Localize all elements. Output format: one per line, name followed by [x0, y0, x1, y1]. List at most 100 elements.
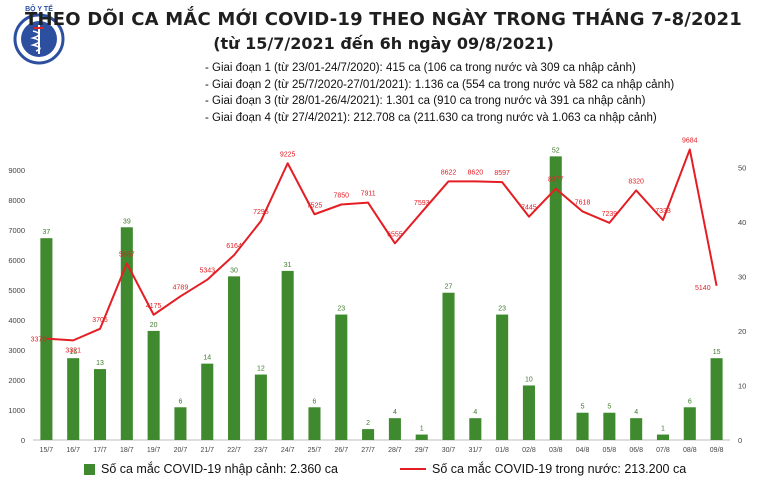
bar-label: 2 [366, 420, 370, 427]
bar-26/7 [335, 314, 348, 440]
bar-08/8 [683, 407, 696, 440]
bar-label: 13 [96, 360, 104, 367]
line-label: 7333 [655, 208, 671, 215]
line-label: 8377 [548, 177, 564, 184]
line-label: 7593 [414, 200, 430, 207]
legend-line-swatch [400, 468, 426, 470]
phase-line-4: - Giai đoạn 4 (từ 27/4/2021): 212.708 ca… [205, 111, 657, 124]
bar-02/8 [522, 385, 535, 440]
x-tick-label: 24/7 [281, 447, 295, 454]
left-axis-tick: 7000 [8, 226, 25, 235]
bar-label: 4 [393, 409, 397, 416]
left-axis-tick: 0 [21, 436, 25, 445]
x-tick-label: 06/8 [629, 447, 643, 454]
bar-label: 27 [445, 284, 453, 291]
line-label: 7295 [253, 209, 269, 216]
bar-label: 37 [43, 229, 51, 236]
x-tick-label: 08/8 [683, 447, 697, 454]
x-tick-label: 28/7 [388, 447, 402, 454]
line-label: 3705 [92, 317, 108, 324]
bar-29/7 [415, 434, 428, 440]
bar-label: 6 [313, 398, 317, 405]
bar-label: 30 [230, 267, 238, 274]
bar-label: 14 [203, 355, 211, 362]
line-label: 8320 [628, 178, 644, 185]
bar-22/7 [228, 276, 241, 440]
phase-line-1: - Giai đoạn 1 (từ 23/01-24/7/2020): 415 … [205, 62, 636, 74]
bar-label: 5 [581, 404, 585, 411]
bar-16/7 [67, 358, 80, 440]
legend-bars: Số ca mắc COVID-19 nhập cảnh: 2.360 ca [84, 462, 338, 476]
bar-19/7 [147, 330, 160, 440]
phase-line-3: - Giai đoạn 3 (từ 28/01-26/4/2021): 1.30… [205, 95, 646, 108]
x-tick-label: 03/8 [549, 447, 563, 454]
domestic-cases-line [46, 148, 718, 342]
bar-09/8 [710, 358, 723, 440]
bar-label: 6 [688, 398, 692, 405]
bar-03/8 [549, 156, 562, 440]
left-axis-tick: 8000 [8, 196, 25, 205]
line-label: 7445 [521, 205, 537, 212]
bar-label: 4 [634, 409, 638, 416]
phase-line-2: - Giai đoạn 2 (từ 25/7/2020-27/01/2021):… [205, 78, 675, 91]
x-tick-label: 26/7 [334, 447, 348, 454]
bar-30/7 [442, 292, 455, 440]
x-tick-label: 16/7 [66, 447, 80, 454]
legend-bar-swatch [84, 463, 95, 475]
right-axis-tick: 40 [738, 218, 746, 227]
x-tick-label: 02/8 [522, 447, 536, 454]
legend-line: Số ca mắc COVID-19 trong nước: 213.200 c… [400, 462, 686, 476]
line-label: 7850 [333, 193, 349, 200]
x-tick-label: 04/8 [576, 447, 590, 454]
line-label: 7618 [575, 199, 591, 206]
bar-25/7 [308, 407, 321, 440]
bar-label: 20 [150, 322, 158, 329]
right-axis-tick: 20 [738, 327, 746, 336]
right-axis-tick: 50 [738, 163, 746, 172]
bar-label: 23 [337, 306, 345, 313]
left-axis-tick: 9000 [8, 166, 25, 175]
right-axis-tick: 30 [738, 272, 746, 281]
line-label: 3379 [31, 337, 47, 344]
bar-label: 23 [498, 306, 506, 313]
bar-label: 1 [420, 426, 424, 433]
bar-27/7 [362, 429, 375, 440]
line-label: 6164 [226, 243, 242, 250]
bar-label: 6 [178, 398, 182, 405]
line-label: 5343 [199, 268, 215, 275]
chart-subtitle: (từ 15/7/2021 đến 6h ngày 09/8/2021) [213, 34, 554, 53]
bar-18/7 [120, 227, 133, 440]
x-tick-label: 27/7 [361, 447, 375, 454]
left-axis-tick: 4000 [8, 316, 25, 325]
line-label: 4789 [173, 284, 189, 291]
line-label: 9225 [280, 151, 296, 158]
bar-31/7 [469, 418, 482, 440]
bar-label: 10 [525, 376, 533, 383]
x-tick-label: 15/7 [40, 447, 54, 454]
bar-07/8 [656, 434, 670, 440]
left-axis-tick: 1000 [8, 406, 25, 415]
bar-20/7 [174, 407, 187, 440]
x-tick-label: 05/8 [603, 447, 617, 454]
left-axis-tick: 3000 [8, 346, 25, 355]
bar-label: 15 [69, 349, 77, 356]
x-tick-label: 22/7 [227, 447, 241, 454]
x-tick-label: 31/7 [469, 447, 483, 454]
bar-label: 15 [713, 349, 721, 356]
x-tick-label: 29/7 [415, 447, 429, 454]
chart-title: THEO DÕI CA MẮC MỚI COVID-19 THEO NGÀY T… [25, 9, 742, 30]
bar-label: 5 [607, 404, 611, 411]
line-label: 7911 [361, 191, 376, 198]
bar-label: 31 [284, 262, 292, 269]
x-tick-label: 19/7 [147, 447, 161, 454]
right-axis-tick: 0 [738, 436, 742, 445]
legend-line-label: Số ca mắc COVID-19 trong nước: 213.200 c… [432, 462, 687, 476]
line-label: 5887 [119, 251, 135, 258]
x-tick-label: 09/8 [710, 447, 724, 454]
left-axis-tick: 2000 [8, 376, 25, 385]
bar-21/7 [201, 363, 214, 440]
x-tick-label: 17/7 [93, 447, 107, 454]
caduceus-icon [13, 13, 65, 65]
left-axis-tick: 6000 [8, 256, 25, 265]
